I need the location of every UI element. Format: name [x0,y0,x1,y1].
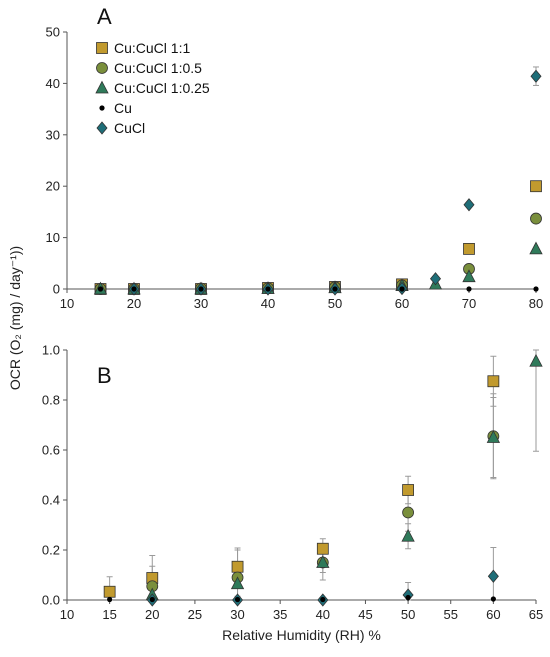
panel-a-point-cu-cucl-1-0-25 [529,241,543,255]
panel-b-point-cucl [487,569,499,583]
panel-a-point-cu [131,286,137,292]
panel-a-point-cu [198,286,204,292]
legend-label: Cu:CuCl 1:0.5 [114,60,202,76]
panel-a-y-tick-label: 40 [46,76,60,91]
panel-a-point-cucl [463,198,475,212]
panel-b-point-cu-cucl-1-1 [402,484,414,496]
panel-a-point-cucl [530,69,542,83]
legend: Cu:CuCl 1:1 Cu:CuCl 1:0.5 Cu:CuCl 1:0.25 Cu… [95,40,210,136]
panel-b-x-tick-label: 10 [60,607,74,622]
panel-a-x-tick-label: 20 [127,296,141,311]
legend-label: Cu [114,100,132,116]
panel-a-y-tick-label: 50 [46,25,60,40]
panel-b-x-tick-label: 25 [188,607,202,622]
panel-b-x-tick-label: 40 [316,607,330,622]
y-axis-title: OCR (O₂ (mg) / day⁻¹)) [7,246,23,390]
panel-b-point-cu [107,596,113,603]
legend-marker [96,42,108,54]
panel-b-point-cu-cucl-1-1 [231,560,244,573]
panel-a-y-tick-label: 10 [46,230,60,245]
panel-a-point-cu-cucl-1-0-5 [530,212,542,225]
panel-a-point-cu-cucl-1-0-25 [462,269,476,283]
panel-a-x-tick-label: 60 [395,296,409,311]
panel-b-x-tick-label: 55 [443,607,457,622]
panel-b-point-cu [149,596,155,603]
panel-b-x-tick-label: 35 [273,607,287,622]
panel-b-point-cu [490,596,496,602]
panel-a-point-cucl [429,272,442,286]
panel-a-x-tick-label: 10 [60,296,74,311]
panel-a-x-tick-label: 70 [462,296,476,311]
panel-a-y-tick-label: 30 [46,127,60,142]
panel-b-x-axis-title: Relative Humidity (RH) % [222,627,381,643]
panel-b-point-cu [405,594,411,601]
panel-a-x-tick-label: 40 [261,296,275,311]
panel-b-label: B [97,363,112,388]
panel-b-x-tick-label: 45 [358,607,372,622]
panel-b-point-cu-cucl-1-0-5 [402,506,414,519]
panel-b-y-tick-label: 0.2 [42,543,60,558]
legend-marker [96,62,108,74]
panel-b-y-tick-label: 0.4 [42,493,60,508]
panel-a-point-cu [332,286,338,292]
legend-marker [95,80,109,94]
panel-b-y-tick-label: 1.0 [42,343,60,358]
panel-b-point-cu-cucl-1-0-25 [316,555,330,568]
panel-b-y-tick-label: 0.6 [42,443,60,458]
panel-a-point-cu [533,286,539,292]
panel-a-x-tick-label: 80 [529,296,543,311]
panel-b-point-cu-cucl-1-0-25 [401,528,415,542]
panel-a-x-tick-label: 50 [328,296,342,311]
panel-b-point-cu-cucl-1-0-25 [486,430,501,443]
panel-a-point-cu [466,286,472,292]
panel-b-y-tick-label: 0.0 [42,593,60,608]
legend-label: Cu:CuCl 1:0.25 [114,80,210,96]
panel-a-point-cu [265,286,271,292]
panel-a-point-cu [97,286,104,292]
legend-marker [96,121,108,135]
panel-b-point-cu-cucl-1-1 [316,542,329,555]
panel-b-x-tick-label: 15 [102,607,116,622]
panel-b-point-cu [320,596,326,603]
panel-b-x-tick-label: 30 [230,607,244,622]
panel-b-x-tick-label: 50 [401,607,415,622]
panel-b-chart: B 0.0 0.2 0.4 0.6 0.8 1.0 10 15 20 25 30 35 40 45 50 55 6… [42,343,543,644]
panel-a-point-cu-cucl-1-1 [463,243,475,255]
panel-b-point-cu [234,596,241,603]
panel-b-point-cu-cucl-1-1 [487,375,500,388]
panel-a-x-tick-label: 30 [194,296,208,311]
panel-b-y-tick-label: 0.8 [42,393,60,408]
legend-label: CuCl [114,120,145,136]
panel-a-point-cu-cucl-1-1 [530,180,542,193]
panel-b-x-tick-label: 20 [145,607,159,622]
panel-b-point-cu-cucl-1-0-25 [230,576,245,590]
panel-b-point-cu-cucl-1-1 [103,585,116,598]
panel-a-point-cu [399,286,405,292]
legend-marker [99,105,105,111]
panel-a-y-tick-label: 0 [53,282,60,297]
panel-b-point-cu-cucl-1-0-25 [529,353,543,367]
panel-b-x-tick-label: 65 [529,607,543,622]
panel-a-y-tick-label: 20 [46,179,60,194]
legend-label: Cu:CuCl 1:1 [114,40,190,56]
panel-a-label: A [97,4,112,29]
panel-b-x-tick-label: 60 [486,607,500,622]
